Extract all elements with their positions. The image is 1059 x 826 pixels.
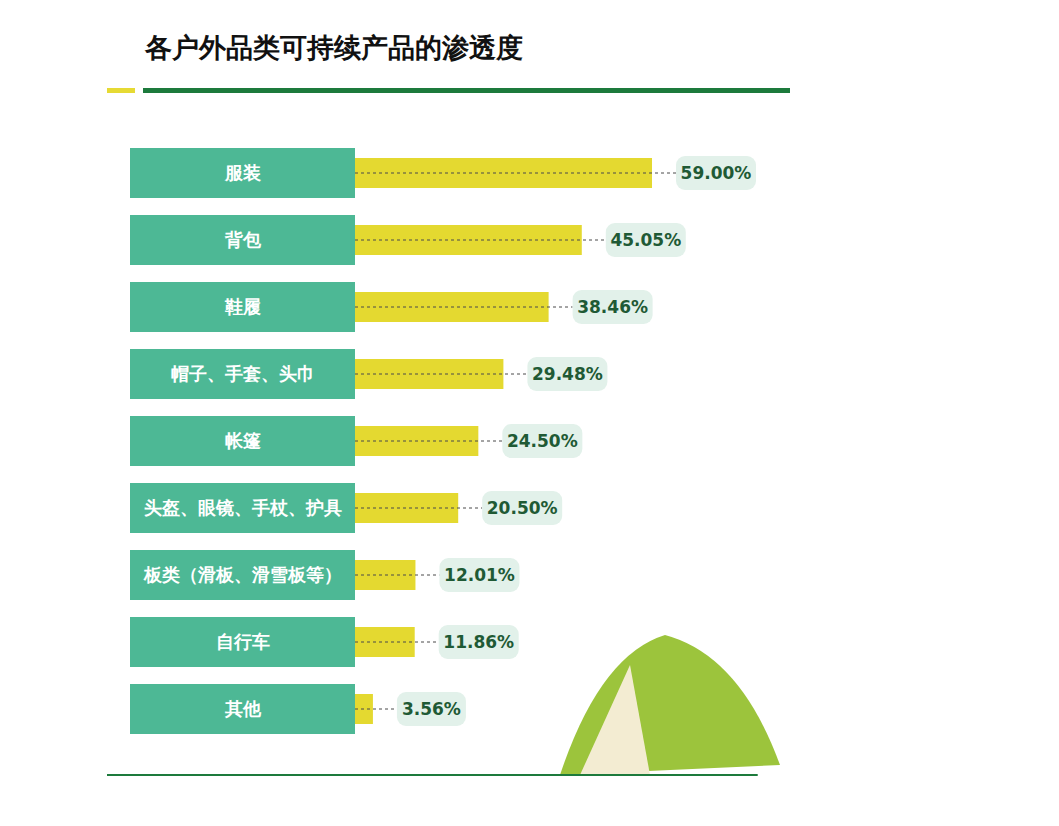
svg-text:11.86%: 11.86% [443, 632, 514, 652]
svg-text:鞋履: 鞋履 [224, 296, 261, 317]
html-text:各户外品类可持续产品的渗透度: 各户外品类可持续产品的渗透度 [145, 32, 523, 63]
svg-text:自行车: 自行车 [216, 631, 270, 652]
svg-text:45.05%: 45.05% [610, 230, 681, 250]
svg-text:帽子、手套、头巾: 帽子、手套、头巾 [171, 363, 315, 384]
svg-text:帐篷: 帐篷 [225, 430, 261, 451]
svg-text:29.48%: 29.48% [532, 364, 603, 384]
svg-text:24.50%: 24.50% [507, 431, 578, 451]
svg-text:背包: 背包 [224, 229, 262, 250]
svg-text:头盔、眼镜、手杖、护具: 头盔、眼镜、手杖、护具 [144, 497, 342, 518]
svg-text:12.01%: 12.01% [444, 565, 515, 585]
svg-text:服装: 服装 [224, 162, 261, 183]
svg-text:板类（滑板、滑雪板等）: 板类（滑板、滑雪板等） [143, 564, 342, 585]
svg-text:59.00%: 59.00% [681, 163, 752, 183]
svg-text:38.46%: 38.46% [577, 297, 648, 317]
svg-text:20.50%: 20.50% [487, 498, 558, 518]
svg-text:3.56%: 3.56% [402, 699, 461, 719]
svg-text:其他: 其他 [224, 698, 262, 719]
